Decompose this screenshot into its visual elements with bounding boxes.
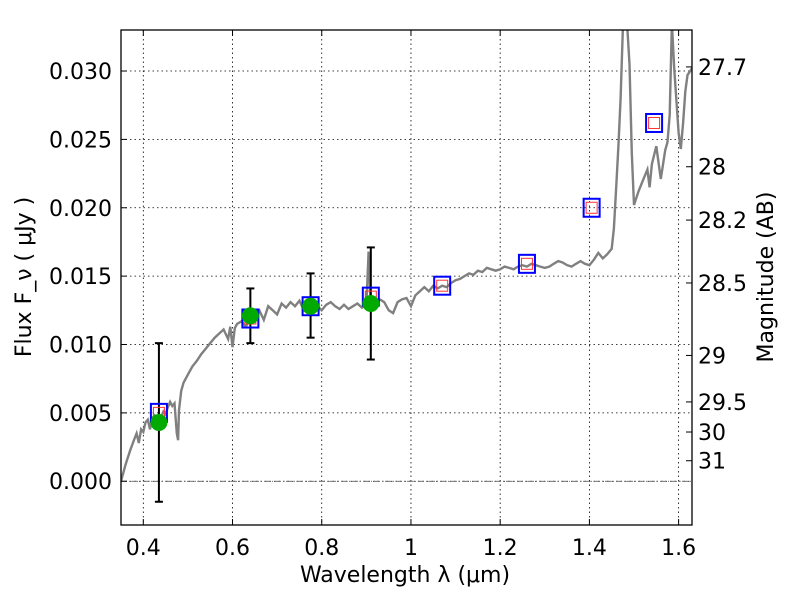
magnitude-tick-label: 30 <box>698 421 726 446</box>
y-tick-label: 0.005 <box>49 402 112 427</box>
model-square-red <box>436 279 449 292</box>
model-spectrum <box>121 30 692 482</box>
model-square-blue <box>433 275 452 296</box>
x-tick-label: 0.8 <box>304 536 339 561</box>
photometry-markers <box>149 112 664 431</box>
x-tick-label: 1.4 <box>572 536 607 561</box>
model-square-blue <box>517 253 536 274</box>
y-tick-label: 0.030 <box>49 60 112 85</box>
observed-point <box>302 297 320 315</box>
magnitude-tick-label: 31 <box>698 450 726 475</box>
magnitude-tick-label: 27.7 <box>698 56 747 81</box>
y2-axis-label: Magnitude (AB) <box>754 192 779 363</box>
plot-frame <box>120 29 693 526</box>
x-axis-label: Wavelength λ (μm) <box>300 563 510 588</box>
gridlines <box>121 30 692 525</box>
x-tick-label: 1 <box>404 536 418 561</box>
model-square-blue <box>645 112 664 133</box>
model-square-red <box>585 201 598 214</box>
y-tick-label: 0.020 <box>49 197 112 222</box>
spectrum-line <box>121 30 692 482</box>
model-square-red <box>520 257 533 270</box>
y-axis-label: Flux F_ν ( μJy ) <box>12 197 37 357</box>
y-tick-label: 0.015 <box>49 265 112 290</box>
tick-labels: 0.4 0.6 0.8 1 1.2 1.4 1.6 0.000 0.005 0.010 0.015 0… <box>49 56 747 561</box>
x-tick-label: 1.6 <box>661 536 696 561</box>
observed-point <box>362 294 380 312</box>
observed-point <box>241 307 259 325</box>
magnitude-tick-label: 28.5 <box>698 272 747 297</box>
y-tick-label: 0.000 <box>49 470 112 495</box>
magnitude-tick-label: 29.5 <box>698 391 747 416</box>
x-tick-label: 1.2 <box>483 536 518 561</box>
model-square-red <box>648 116 661 129</box>
axis-ticks <box>121 30 692 525</box>
x-tick-label: 0.6 <box>215 536 250 561</box>
model-square-blue <box>582 197 601 218</box>
magnitude-tick-label: 28.2 <box>698 209 747 234</box>
observed-point <box>150 413 168 431</box>
magnitude-tick-label: 29 <box>698 344 726 369</box>
y-tick-label: 0.010 <box>49 334 112 359</box>
x-tick-label: 0.4 <box>126 536 161 561</box>
y-tick-label: 0.025 <box>49 128 112 153</box>
magnitude-tick-label: 28 <box>698 156 726 181</box>
